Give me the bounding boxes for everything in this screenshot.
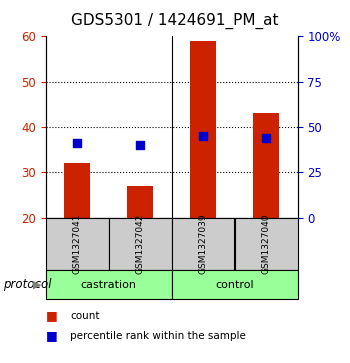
Text: ■: ■ [46, 309, 57, 322]
Text: castration: castration [80, 280, 136, 290]
Text: ▶: ▶ [33, 280, 41, 290]
Text: GSM1327042: GSM1327042 [135, 214, 145, 274]
Point [200, 133, 206, 139]
Bar [253, 113, 279, 218]
Bar [64, 163, 90, 218]
Text: percentile rank within the sample: percentile rank within the sample [70, 331, 246, 341]
Bar [127, 186, 153, 218]
Text: protocol: protocol [4, 278, 52, 291]
Text: GDS5301 / 1424691_PM_at: GDS5301 / 1424691_PM_at [71, 13, 279, 29]
Text: control: control [215, 280, 254, 290]
Point [263, 135, 269, 141]
Text: ■: ■ [46, 329, 57, 342]
Bar [190, 41, 216, 218]
Point [74, 140, 80, 146]
Text: count: count [70, 311, 99, 321]
Point [137, 142, 143, 148]
Text: GSM1327040: GSM1327040 [261, 214, 271, 274]
Text: GSM1327041: GSM1327041 [72, 214, 82, 274]
Text: GSM1327039: GSM1327039 [198, 214, 208, 274]
